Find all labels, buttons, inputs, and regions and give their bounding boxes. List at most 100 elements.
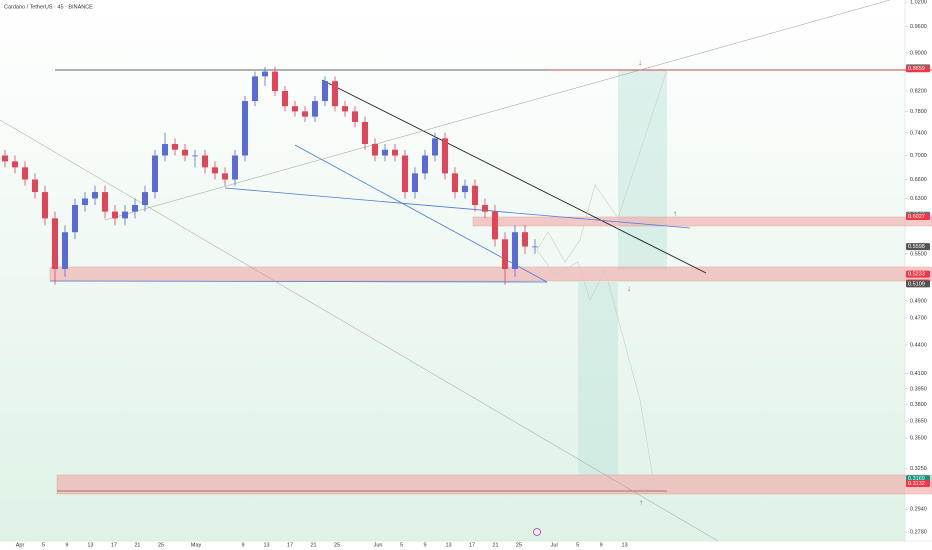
candle-body xyxy=(152,155,158,193)
x-tick-label: 17 xyxy=(111,542,117,548)
y-tick-label: 0.6600 xyxy=(910,177,927,183)
x-tick-label: Apr xyxy=(16,542,25,548)
price-tag xyxy=(906,479,930,487)
candle-body xyxy=(522,232,528,247)
candle-body xyxy=(262,71,268,77)
candle-body xyxy=(432,138,438,156)
x-tick-label: 9 xyxy=(65,542,68,548)
projection-path xyxy=(536,249,656,491)
candle-body xyxy=(42,192,48,219)
candle-body xyxy=(472,185,478,206)
y-tick-label: 0.6300 xyxy=(910,196,927,202)
candle-body xyxy=(512,232,518,269)
y-tick-label: 0.2780 xyxy=(910,530,927,536)
y-tick-label: 0.7000 xyxy=(910,153,927,159)
price-tag xyxy=(906,213,930,221)
x-tick-label: 17 xyxy=(469,542,475,548)
y-tick-label: 0.3800 xyxy=(910,402,927,408)
support-zone xyxy=(49,266,932,282)
y-tick-label: 0.9600 xyxy=(910,24,927,30)
candle-body xyxy=(52,218,58,269)
resistance-zone xyxy=(472,216,932,227)
y-tick-label: 0.4100 xyxy=(910,371,927,377)
candle-body xyxy=(412,173,418,193)
candle-body xyxy=(122,211,128,219)
candle-body xyxy=(482,205,488,212)
price-tag-label: 0.5598 xyxy=(908,244,925,250)
demand-zone xyxy=(56,474,932,495)
projection-path xyxy=(536,69,668,263)
candle-body xyxy=(532,246,538,248)
candle-body xyxy=(302,111,308,117)
candle-body xyxy=(242,101,248,156)
price-tag-label: 0.6027 xyxy=(908,214,925,220)
y-tick-label: 0.3950 xyxy=(910,386,927,392)
trend-line xyxy=(49,280,548,283)
candle-body xyxy=(72,205,78,233)
candle-body xyxy=(452,173,458,193)
price-tag xyxy=(906,280,930,288)
candle-body xyxy=(332,81,338,107)
price-tag-label: 0.3169 xyxy=(908,476,925,482)
price-tag-label: 0.5233 xyxy=(908,272,925,278)
x-tick-label: 21 xyxy=(492,542,498,548)
candle-body xyxy=(62,232,68,269)
candle-body xyxy=(82,198,88,206)
x-tick-label: 17 xyxy=(287,542,293,548)
x-tick-label: Jun xyxy=(374,542,383,548)
target-zone xyxy=(578,282,618,475)
candle-body xyxy=(22,167,28,180)
candle-body xyxy=(162,144,168,156)
price-tag-label: 0.5109 xyxy=(908,281,925,287)
candle-body xyxy=(202,155,208,168)
candle-body xyxy=(112,211,118,219)
price-tag-label: 0.3132 xyxy=(908,481,925,487)
channel-line xyxy=(104,0,891,221)
candle-body xyxy=(292,106,298,112)
y-tick-label: 0.4900 xyxy=(910,298,927,304)
target-zone xyxy=(618,70,667,270)
x-tick-label: 13 xyxy=(87,542,93,548)
candle-body xyxy=(382,149,388,156)
chart-title: Cardano / TetherUS · 45 · BINANCE xyxy=(4,4,93,10)
candle-body xyxy=(312,101,318,117)
y-tick-label: 0.2940 xyxy=(910,507,927,513)
candle-body xyxy=(212,167,218,174)
candle-body xyxy=(372,144,378,156)
candle-body xyxy=(102,192,108,212)
x-tick-label: 9 xyxy=(600,542,603,548)
x-tick-label: 9 xyxy=(423,542,426,548)
event-icon[interactable] xyxy=(533,528,541,536)
x-tick-label: 5 xyxy=(576,542,579,548)
x-tick-label: 21 xyxy=(310,542,316,548)
candle-body xyxy=(2,155,8,162)
candle-body xyxy=(182,149,188,156)
y-tick-label: 0.4700 xyxy=(910,315,927,321)
candle-body xyxy=(392,149,398,156)
candle-body xyxy=(132,205,138,212)
y-tick-label: 0.3250 xyxy=(910,466,927,472)
candle-body xyxy=(32,179,38,193)
y-tick-label: 1.0200 xyxy=(910,0,927,5)
candle-body xyxy=(422,155,428,174)
candle-body xyxy=(502,239,508,269)
y-tick-label: 0.7800 xyxy=(910,109,927,115)
candle-body xyxy=(192,155,198,157)
arrow-down-icon: ↓ xyxy=(627,284,631,293)
candle-body xyxy=(252,76,258,102)
candle-body xyxy=(352,111,358,122)
price-tag-label: 0.8659 xyxy=(908,66,925,72)
candle-body xyxy=(462,185,468,193)
candle-body xyxy=(92,192,98,199)
x-tick-label: May xyxy=(191,542,202,548)
candle-body xyxy=(282,90,288,107)
x-tick-label: 25 xyxy=(516,542,522,548)
candle-body xyxy=(232,155,238,180)
y-tick-label: 0.5500 xyxy=(910,251,927,257)
x-tick-label: 5 xyxy=(400,542,403,548)
channel-line xyxy=(0,119,719,542)
y-tick-label: 0.8200 xyxy=(910,88,927,94)
candle-body xyxy=(402,155,408,193)
price-tag xyxy=(906,270,930,278)
